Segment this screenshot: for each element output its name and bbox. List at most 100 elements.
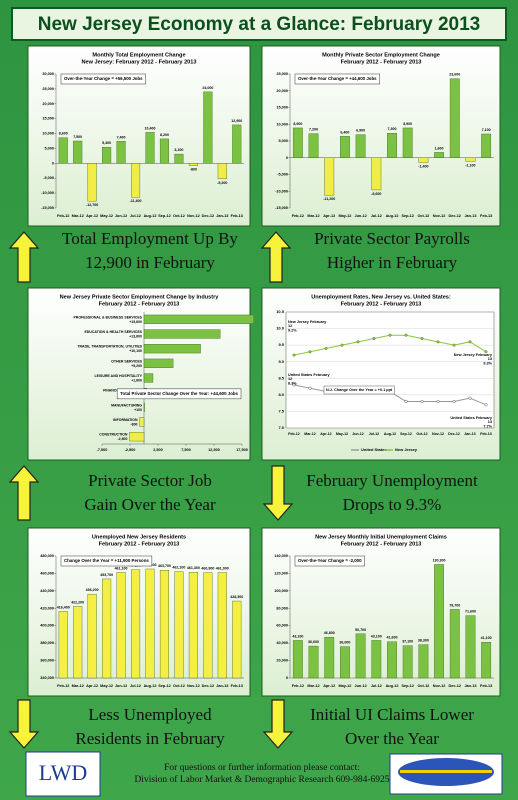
bar [58, 137, 68, 164]
value-label: 8,900 [403, 122, 412, 126]
y-tick-label: 25,000 [42, 87, 54, 91]
bar [102, 147, 112, 164]
category-label: TRADE, TRANSPORTATION, UTILITIES [77, 345, 142, 349]
x-tick-label: Feb-13 [231, 214, 243, 218]
x-tick-label: Sep-12 [158, 684, 170, 688]
value-label: 12,900 [231, 119, 242, 123]
x-tick-label: Nov-12 [187, 214, 200, 218]
value-label: 3,100 [174, 148, 183, 152]
bar [465, 615, 476, 679]
category-label: EDUCATION & HEALTH SERVICES [84, 330, 142, 334]
y-tick-label: 25,000 [276, 72, 288, 76]
annotation: Over-the-Year Change = +56,500 Jobs [64, 76, 143, 81]
bar [159, 138, 170, 164]
x-tick-label: Jul-12 [369, 432, 379, 436]
value-label: -2,600 [118, 437, 128, 441]
annotation: N.J. Change Over the Year = +0.1 ppt [326, 388, 393, 392]
chart-subtitle: February 2012 - February 2013 [341, 301, 422, 307]
arrow-down [8, 699, 40, 749]
y-tick-label: 440,000 [40, 589, 54, 593]
value-label: -5,200 [217, 181, 227, 185]
x-tick-label: Jun-12 [354, 684, 366, 688]
bar [324, 157, 335, 196]
x-tick-label: Feb-12 [292, 684, 304, 688]
y-tick-label: -10,000 [275, 189, 288, 193]
bar [143, 402, 145, 412]
legend-label: United States [361, 447, 387, 452]
x-tick-label: Aug-12 [386, 214, 399, 218]
bar [203, 91, 213, 164]
annotation: United States February 12 8.3% [288, 373, 330, 385]
bar [203, 572, 213, 679]
bar [73, 140, 83, 164]
annotation: United States February 13 7.7% [450, 416, 492, 428]
x-tick-label: 7,500 [181, 448, 191, 452]
bar [143, 344, 201, 354]
bar [217, 572, 227, 679]
x-tick-label: Oct-12 [416, 432, 427, 436]
bar [481, 641, 492, 679]
bar [387, 641, 397, 679]
value-label: 416,400 [57, 605, 70, 609]
bar [434, 152, 444, 158]
y-tick-label: 8.0 [278, 392, 284, 397]
value-label: 46,800 [324, 631, 335, 635]
bar [387, 133, 397, 158]
value-label: 8,900 [293, 122, 302, 126]
value-label: 8,600 [59, 132, 68, 136]
chart-panel: Unemployed New Jersey ResidentsFebruary … [27, 527, 251, 697]
value-label: 462,100 [172, 566, 185, 570]
x-tick-label: 17,500 [236, 448, 248, 452]
value-label: 43,100 [371, 634, 382, 638]
caption: Private Sector Payrolls [314, 229, 470, 248]
point [484, 403, 488, 407]
point [388, 333, 392, 337]
y-tick-label: -5,000 [277, 173, 288, 177]
bar [355, 134, 366, 158]
value-label: 43,100 [292, 634, 303, 638]
bar [130, 569, 141, 679]
x-tick-label: 12,500 [208, 448, 220, 452]
point [420, 337, 424, 341]
value-label: -12,700 [86, 203, 98, 207]
value-label: 7,300 [388, 127, 397, 131]
value-label: 7,200 [309, 128, 318, 132]
bar [324, 637, 335, 679]
caption: Initial UI Claims Lower [310, 705, 474, 724]
point [452, 343, 456, 347]
x-tick-label: Feb-13 [480, 684, 492, 688]
caption: Gain Over the Year [84, 495, 216, 514]
x-tick-label: Dec-12 [449, 214, 461, 218]
x-tick-label: Jan-13 [464, 214, 476, 218]
y-tick-label: 5,000 [44, 146, 54, 150]
bar [87, 163, 97, 202]
x-tick-label: Mar-12 [307, 214, 319, 218]
value-label: 1,600 [435, 146, 444, 150]
x-tick-label: Dec-12 [202, 684, 214, 688]
x-tick-label: Feb-13 [480, 214, 492, 218]
annotation-box [60, 73, 146, 85]
x-tick-label: Feb-12 [57, 684, 69, 688]
point [308, 350, 312, 354]
x-tick-label: Jul-12 [130, 684, 141, 688]
bar [58, 611, 68, 679]
value-label: 36,600 [308, 640, 319, 644]
point [468, 340, 472, 344]
y-tick-label: -5,000 [43, 176, 54, 180]
annotation-box [323, 385, 395, 395]
y-tick-label: 10.0 [276, 326, 285, 331]
value-label: 71,600 [465, 610, 476, 614]
value-label: 461,300 [187, 566, 200, 570]
y-tick-label: 360,000 [40, 659, 54, 663]
category-label: LEISURE AND HOSPITALITY [95, 374, 143, 378]
bar [465, 157, 476, 162]
bar [145, 132, 155, 164]
logo-stripe [400, 770, 492, 773]
x-tick-label: Jul-12 [371, 684, 382, 688]
title-bar [11, 7, 507, 41]
category-label: INFORMATION [113, 418, 138, 422]
caption: 12,900 in February [85, 253, 215, 272]
x-tick-label: -2,500 [125, 448, 136, 452]
y-tick-label: 9.0 [278, 359, 284, 364]
